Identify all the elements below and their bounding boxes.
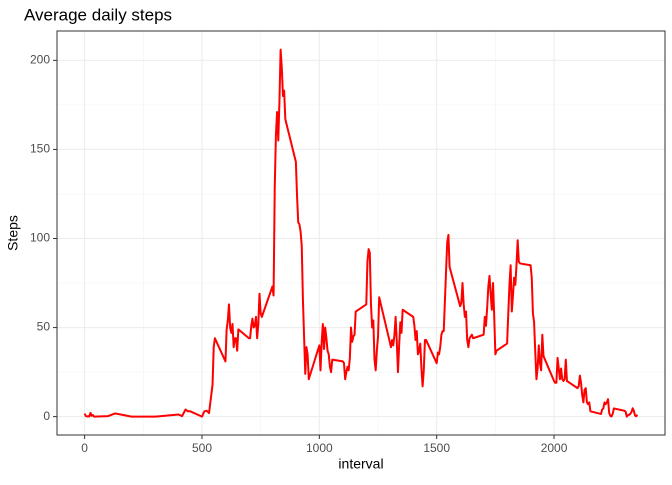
y-axis-label: Steps: [5, 215, 21, 251]
x-tick-label: 1000: [306, 441, 333, 455]
x-tick-label: 2000: [541, 441, 568, 455]
chart-title: Average daily steps: [24, 5, 172, 24]
x-tick-label: 500: [192, 441, 212, 455]
y-tick-label: 0: [43, 409, 50, 423]
x-tick-label: 1500: [423, 441, 450, 455]
y-tick-label: 150: [30, 142, 50, 156]
x-tick-label: 0: [81, 441, 88, 455]
panel-border: [56, 30, 666, 436]
y-tick-label: 200: [30, 53, 50, 67]
y-tick-label: 50: [37, 320, 51, 334]
y-tick-label: 100: [30, 231, 50, 245]
data-line: [83, 48, 639, 418]
x-axis-label: interval: [338, 456, 383, 472]
